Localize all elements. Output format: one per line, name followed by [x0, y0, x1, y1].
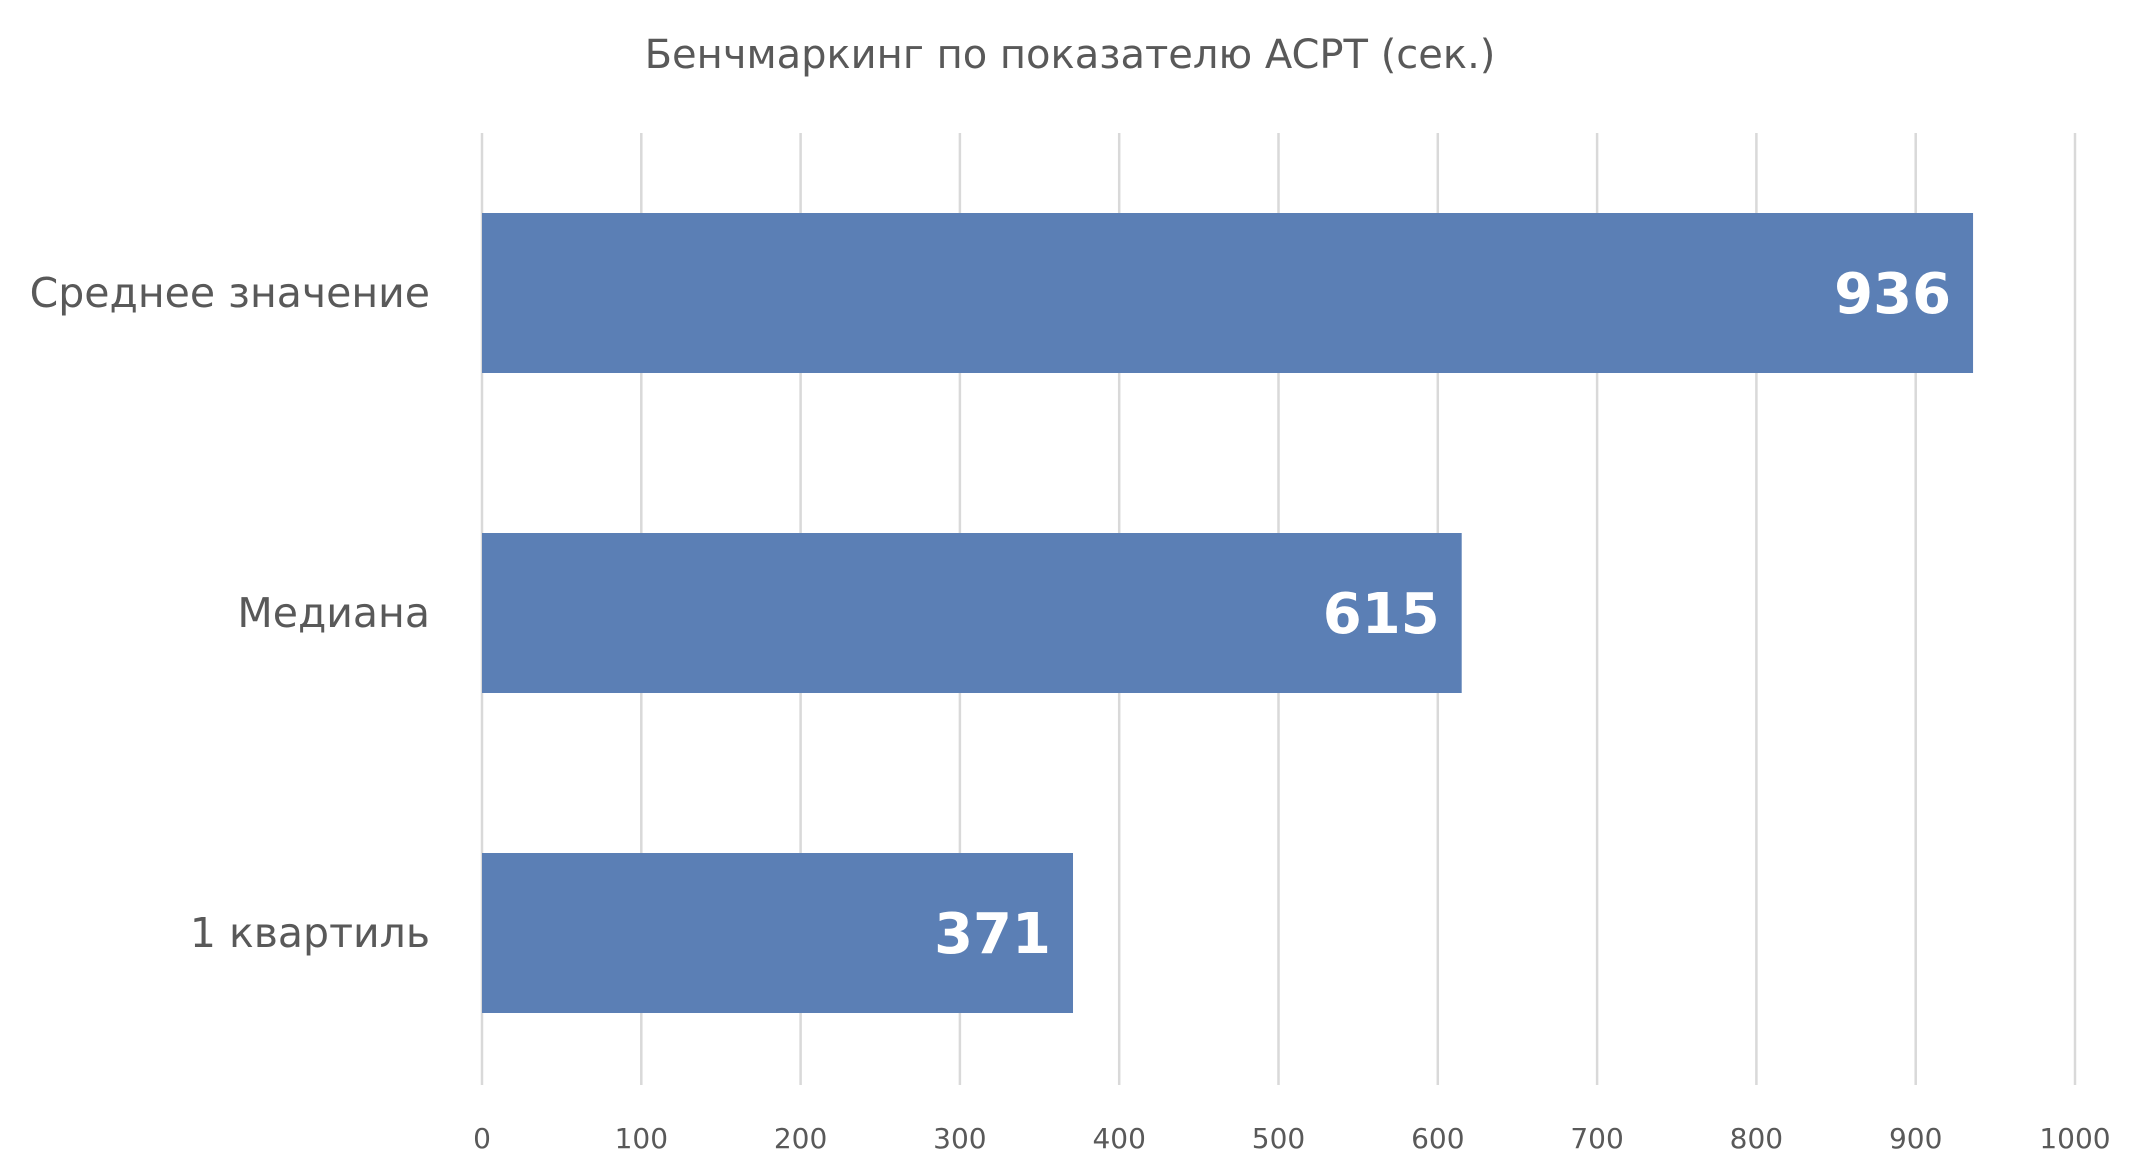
x-tick-label: 700	[1570, 1122, 1623, 1155]
x-tick-label: 800	[1730, 1122, 1783, 1155]
x-tick-label: 0	[473, 1122, 491, 1155]
x-tick-label: 200	[774, 1122, 827, 1155]
bars: 936 615 371	[482, 213, 1974, 1013]
category-label: Медиана	[237, 589, 430, 637]
x-tick-label: 900	[1889, 1122, 1942, 1155]
category-label: 1 квартиль	[190, 909, 430, 957]
category-label: Среднее значение	[30, 269, 430, 317]
data-label: 615	[1323, 582, 1440, 647]
x-tick-label: 400	[1092, 1122, 1145, 1155]
chart-title: Бенчмаркинг по показателю ACPT (сек.)	[645, 32, 1496, 78]
bar	[482, 533, 1462, 693]
x-tick-label: 100	[615, 1122, 668, 1155]
x-tick-label: 500	[1252, 1122, 1305, 1155]
x-tick-label: 600	[1411, 1122, 1464, 1155]
category-labels: Среднее значение Медиана 1 квартиль	[30, 269, 430, 957]
data-label: 371	[934, 902, 1051, 967]
bar	[482, 853, 1074, 1013]
data-label: 936	[1834, 262, 1951, 327]
x-tick-label: 300	[933, 1122, 986, 1155]
bar	[482, 213, 1974, 373]
x-tick-label: 1000	[2039, 1122, 2110, 1155]
x-axis-tick-labels: 0 100 200 300 400 500 600 700 800 900 1000	[473, 1122, 2111, 1155]
